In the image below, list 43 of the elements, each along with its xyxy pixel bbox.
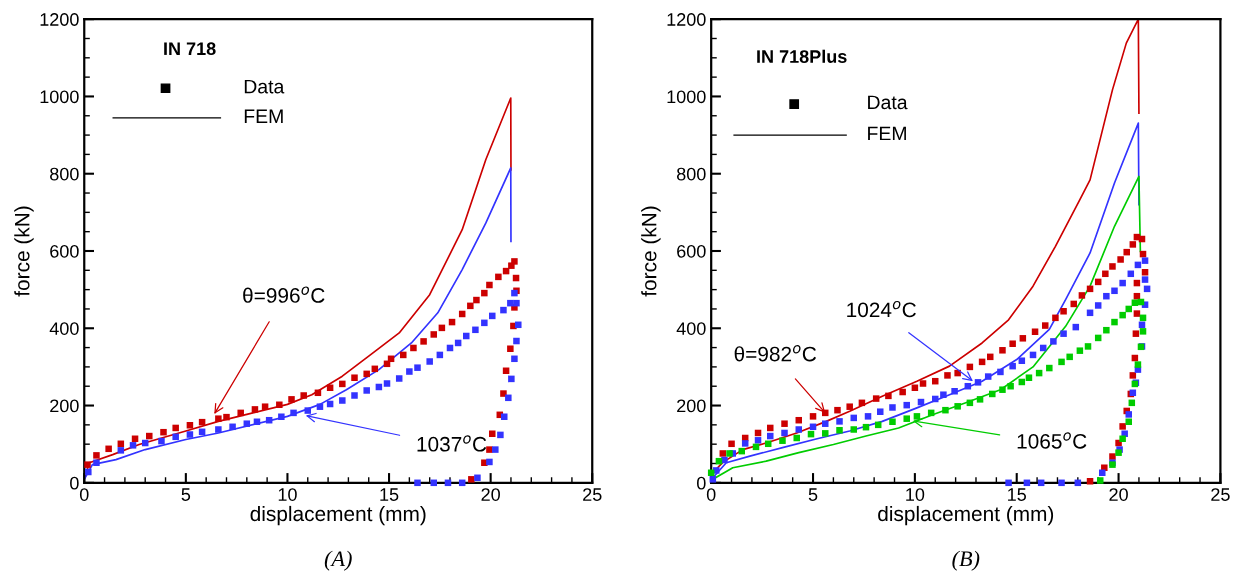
annotation: 1024$^{o}$C: [847, 300, 916, 318]
annotation: 1065$^{o}$C: [1017, 432, 1087, 449]
x-tick-label: 25: [583, 488, 602, 501]
y-tick-label: 0: [696, 476, 706, 490]
text: (A): [324, 550, 352, 571]
x-tick-label: 0: [706, 488, 716, 501]
text: IN 718Plus: [757, 49, 847, 63]
annotation: θ=996$^{o}$C: [243, 286, 325, 303]
y-tick-label: 1200: [667, 13, 706, 26]
x-tick-label: 20: [1109, 488, 1128, 501]
x-tick-label: 5: [181, 488, 191, 501]
annotation: FEM: [244, 109, 283, 123]
y-tick-label: 800: [676, 167, 706, 181]
annotation: Data: [244, 79, 285, 94]
y-tick-label: 600: [50, 244, 79, 258]
x-axis-title: displacement (mm): [250, 505, 426, 526]
annotation: 1037$^{o}$C: [417, 435, 487, 452]
annotation: Data: [868, 95, 908, 110]
annotation: θ=982$^{o}$C: [734, 345, 817, 362]
y-tick-label: 800: [50, 167, 79, 181]
y-tick-label: 1000: [667, 90, 706, 104]
y-tick-label: 400: [49, 322, 79, 335]
y-tick-label: 200: [677, 399, 706, 413]
x-tick-label: 10: [906, 488, 925, 501]
y-tick-label: 1200: [40, 13, 79, 26]
x-axis-title: displacement (mm): [878, 505, 1054, 526]
y-axis-title: force (kN): [641, 206, 661, 297]
x-tick-label: 5: [808, 488, 818, 501]
x-tick-label: 10: [278, 488, 297, 501]
x-tick-label: 15: [1008, 488, 1027, 501]
x-tick-label: 25: [1211, 488, 1230, 501]
y-tick-label: 200: [50, 399, 79, 413]
annotation: FEM: [868, 126, 906, 141]
y-tick-label: 0: [70, 476, 79, 490]
x-tick-label: 0: [79, 488, 89, 501]
text: IN 718: [164, 42, 216, 56]
y-axis-title: force (kN): [14, 206, 34, 297]
x-tick-label: 20: [481, 488, 500, 501]
x-tick-label: 15: [380, 488, 399, 501]
text: (B): [952, 550, 980, 571]
y-tick-label: 600: [677, 244, 706, 258]
y-tick-label: 400: [676, 322, 706, 335]
y-tick-label: 1000: [40, 90, 79, 104]
